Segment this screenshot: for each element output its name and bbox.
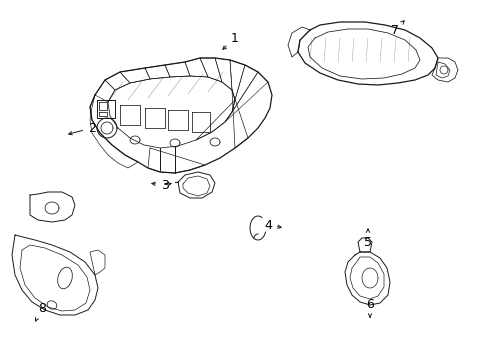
Text: 1: 1 bbox=[223, 32, 239, 49]
Text: 7: 7 bbox=[390, 21, 404, 36]
Text: 4: 4 bbox=[264, 219, 281, 231]
Text: 3: 3 bbox=[152, 179, 168, 192]
Text: 2: 2 bbox=[69, 122, 96, 135]
Text: 5: 5 bbox=[363, 229, 371, 248]
Text: 8: 8 bbox=[36, 302, 46, 321]
Text: 6: 6 bbox=[366, 298, 373, 317]
